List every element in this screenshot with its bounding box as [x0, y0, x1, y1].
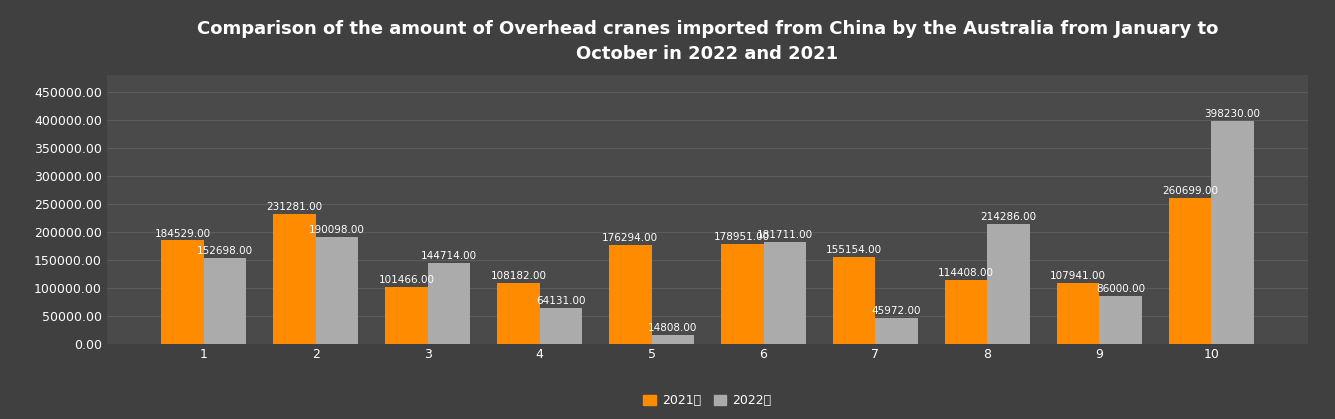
Bar — [945, 279, 988, 344]
Bar — [764, 242, 806, 344]
Text: 152698.00: 152698.00 — [198, 246, 254, 256]
Bar — [1057, 283, 1099, 344]
Text: 178951.00: 178951.00 — [714, 232, 770, 242]
Title: Comparison of the amount of Overhead cranes imported from China by the Australia: Comparison of the amount of Overhead cra… — [196, 20, 1219, 63]
Bar — [988, 224, 1029, 344]
Bar — [1099, 295, 1141, 344]
Bar — [204, 258, 247, 344]
Text: 101466.00: 101466.00 — [379, 275, 434, 285]
Text: 64131.00: 64131.00 — [537, 296, 586, 306]
Text: 114408.00: 114408.00 — [939, 268, 995, 278]
Text: 181711.00: 181711.00 — [757, 230, 813, 240]
Text: 176294.00: 176294.00 — [602, 233, 658, 243]
Text: 108182.00: 108182.00 — [490, 271, 546, 281]
Bar — [1168, 198, 1211, 344]
Text: 214286.00: 214286.00 — [980, 212, 1037, 222]
Text: 107941.00: 107941.00 — [1051, 272, 1105, 281]
Bar — [721, 243, 764, 344]
Text: 398230.00: 398230.00 — [1204, 109, 1260, 119]
Bar — [833, 257, 876, 344]
Text: 155154.00: 155154.00 — [826, 245, 882, 255]
Text: 86000.00: 86000.00 — [1096, 284, 1145, 294]
Text: 190098.00: 190098.00 — [310, 225, 364, 235]
Bar — [274, 215, 316, 344]
Bar — [386, 287, 427, 344]
Bar — [497, 283, 539, 344]
Text: 14808.00: 14808.00 — [649, 323, 698, 334]
Bar — [162, 241, 204, 344]
Bar — [539, 308, 582, 344]
Bar — [1211, 121, 1254, 344]
Text: 184529.00: 184529.00 — [155, 228, 211, 238]
Text: 260699.00: 260699.00 — [1161, 186, 1218, 196]
Text: 45972.00: 45972.00 — [872, 306, 921, 316]
Bar — [876, 318, 918, 344]
Legend: 2021年, 2022年: 2021年, 2022年 — [638, 389, 777, 412]
Text: 231281.00: 231281.00 — [267, 202, 323, 212]
Bar — [651, 335, 694, 344]
Text: 144714.00: 144714.00 — [421, 251, 477, 261]
Bar — [609, 245, 651, 344]
Bar — [427, 263, 470, 344]
Bar — [316, 238, 358, 344]
